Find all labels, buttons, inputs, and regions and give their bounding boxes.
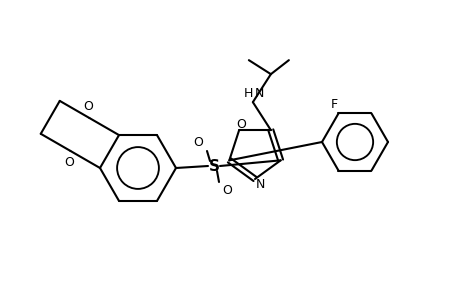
Text: S: S bbox=[208, 158, 219, 173]
Text: O: O bbox=[235, 118, 246, 131]
Text: H: H bbox=[243, 87, 252, 100]
Text: N: N bbox=[255, 178, 264, 190]
Text: O: O bbox=[193, 136, 202, 148]
Text: N: N bbox=[254, 87, 263, 100]
Text: F: F bbox=[330, 98, 337, 111]
Text: O: O bbox=[222, 184, 231, 197]
Text: O: O bbox=[83, 100, 93, 113]
Text: O: O bbox=[64, 156, 74, 169]
